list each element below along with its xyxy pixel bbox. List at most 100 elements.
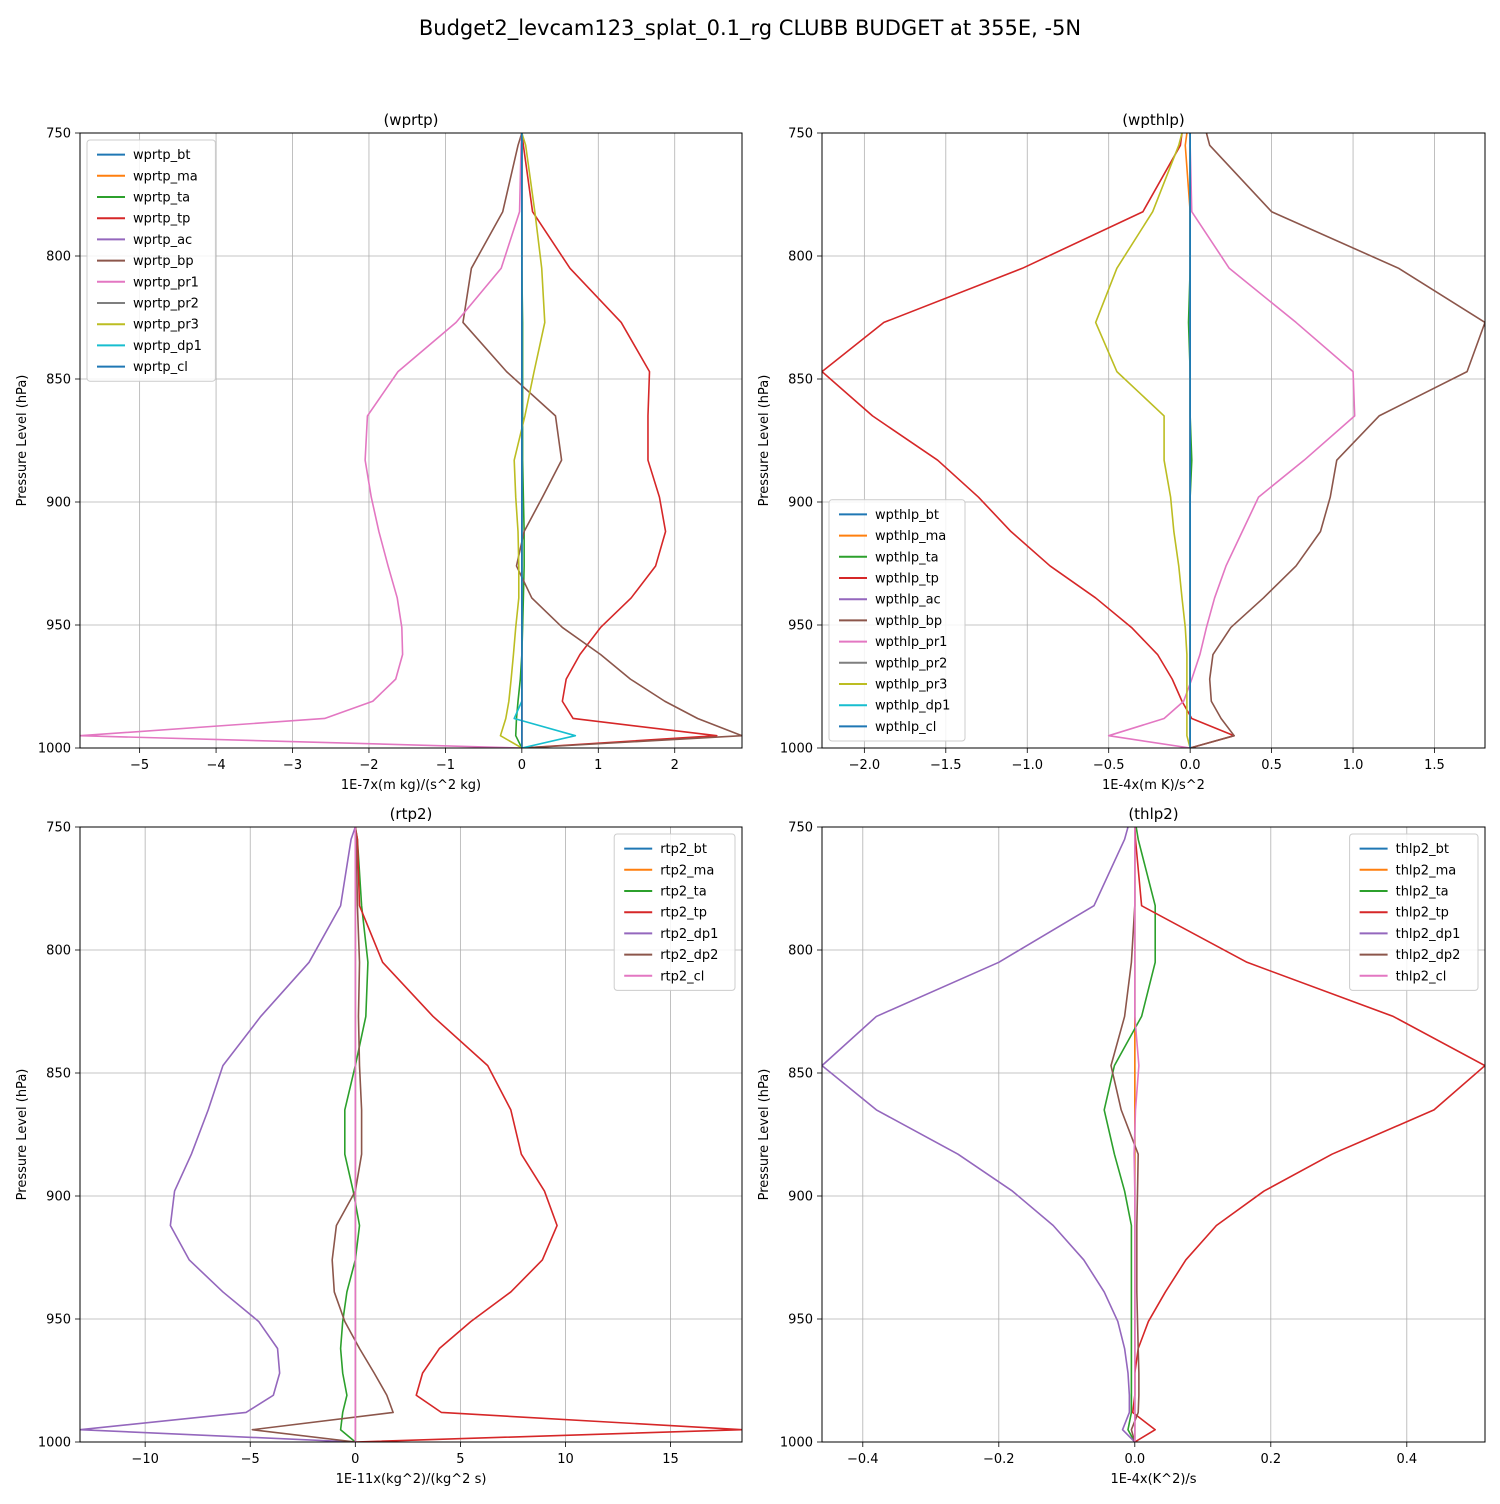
series-line-wpthlp_tp (822, 133, 1235, 748)
x-tick-label: 0.4 (1396, 1452, 1417, 1467)
legend-label: wpthlp_tp (875, 572, 939, 587)
axes-frame (79, 132, 743, 749)
subplot-wpthlp: −2.0 −1.5 −1.0 −0.5 0.0 0.5 1.0 1.5 750 800 850 900… (757, 111, 1486, 793)
legend-label: wpthlp_ta (875, 550, 939, 565)
legend-label: wpthlp_ac (875, 593, 941, 608)
x-tick-label: 15 (662, 1452, 679, 1467)
legend-label: wprtp_dp1 (133, 339, 202, 354)
x-tick-label: 1.0 (1343, 758, 1364, 773)
series-line-wprtp_tp (521, 133, 718, 748)
series-group (822, 827, 1485, 1442)
legend: wpthlp_bt wpthlp_ma wpthlp_ta wpthlp_tpwpth… (828, 499, 966, 742)
x-tick-label: −1 (436, 758, 455, 773)
y-tick-label: 800 (46, 944, 71, 959)
legend: wprtp_bt wprtp_ma wprtp_ta wprtp_tp wprtp_ac… (86, 139, 216, 382)
x-axis-label: 1E-7x(m kg)/(s^2 kg) (341, 778, 481, 793)
series-line-wprtp_pr3 (499, 133, 546, 748)
y-tick-label: 850 (46, 373, 71, 388)
x-tick-label: 1 (594, 758, 602, 773)
subplot-title: (thlp2) (1128, 805, 1178, 823)
y-axis-label: Pressure Level (hPa) (757, 1069, 772, 1201)
x-tick-label: −1.0 (1011, 758, 1043, 773)
x-tick-label: −5 (241, 1452, 260, 1467)
legend-label: wpthlp_cl (875, 720, 936, 735)
y-tick-label: 900 (788, 496, 813, 511)
series-line-wpthlp_bp (1189, 133, 1485, 748)
legend-label: rtp2_cl (660, 969, 704, 984)
series-line-wpthlp_pr3 (1094, 133, 1191, 748)
y-tick-label: 1000 (38, 1436, 71, 1451)
y-tick-label: 900 (46, 496, 71, 511)
y-tick-label: 900 (788, 1190, 813, 1205)
axes-frame (79, 826, 743, 1443)
legend-label: wprtp_ac (133, 233, 192, 248)
y-tick-label: 950 (788, 1313, 813, 1328)
legend-label: rtp2_dp2 (660, 948, 718, 963)
legend-label: wpthlp_ma (875, 529, 946, 544)
legend-box (1349, 833, 1479, 991)
legend-label: wprtp_ma (133, 169, 198, 184)
series-line-thlp2_dp2 (1110, 827, 1140, 1442)
series-line-rtp2_dp1 (80, 827, 357, 1442)
y-tick-label: 800 (788, 250, 813, 265)
x-tick-label: 0.2 (1260, 1452, 1281, 1467)
x-tick-label: −2.0 (849, 758, 881, 773)
subplot-title: (rtp2) (390, 805, 433, 823)
x-axis-label: 1E-4x(m K)/s^2 (1102, 778, 1205, 793)
legend-label: wprtp_pr3 (133, 318, 199, 333)
y-tick-label: 750 (788, 821, 813, 836)
legend-box (613, 833, 736, 991)
x-axis-label: 1E-4x(K^2)/s (1110, 1472, 1196, 1487)
legend-label: rtp2_dp1 (660, 927, 718, 942)
legend-label: wpthlp_bt (875, 508, 939, 523)
y-tick-label: 1000 (780, 742, 813, 757)
y-tick-label: 1000 (780, 1436, 813, 1451)
x-tick-label: 1.5 (1424, 758, 1445, 773)
x-tick-label: 0.5 (1261, 758, 1282, 773)
series-line-thlp2_dp1 (822, 827, 1136, 1442)
x-tick-label: 0 (518, 758, 526, 773)
y-tick-label: 850 (788, 373, 813, 388)
legend-label: rtp2_ta (660, 885, 707, 900)
legend-label: wpthlp_pr3 (875, 678, 947, 693)
x-tick-label: −10 (131, 1452, 158, 1467)
figure-title: Budget2_levcam123_splat_0.1_rg CLUBB BUD… (418, 16, 1082, 40)
legend-label: wpthlp_pr2 (875, 656, 947, 671)
y-axis-label: Pressure Level (hPa) (757, 375, 772, 507)
series-line-wprtp_pr1 (80, 133, 523, 748)
legend-label: thlp2_dp1 (1396, 927, 1461, 942)
legend-label: wpthlp_dp1 (875, 699, 950, 714)
subplot-title: (wprtp) (383, 111, 438, 129)
y-tick-label: 800 (788, 944, 813, 959)
y-tick-label: 850 (788, 1067, 813, 1082)
x-tick-label: −3 (283, 758, 302, 773)
legend-label: thlp2_ma (1396, 863, 1457, 878)
subplot-thlp2: −0.4 −0.2 0.0 0.2 0.4 750 800 850 900 950 1000 (thl… (757, 805, 1486, 1487)
legend-label: thlp2_ta (1396, 885, 1449, 900)
x-tick-label: −0.4 (847, 1452, 879, 1467)
x-tick-label: −0.5 (1093, 758, 1125, 773)
x-tick-label: 2 (671, 758, 679, 773)
axes-frame (821, 826, 1486, 1443)
legend-label: wprtp_bp (133, 254, 194, 269)
legend-label: wpthlp_pr1 (875, 635, 947, 650)
legend-label: wprtp_ta (133, 191, 190, 206)
legend-label: wprtp_tp (133, 212, 190, 227)
x-axis-label: 1E-11x(kg^2)/(kg^2 s) (336, 1472, 487, 1487)
series-line-thlp2_cl (1133, 827, 1140, 1442)
axes-frame (821, 132, 1486, 749)
series-line-rtp2_tp (354, 827, 742, 1442)
y-tick-label: 750 (46, 127, 71, 142)
subplot-rtp2: −10 −5 0 5 10 15 750 800 850 900 950 1000 (rtp2) 1E-1… (15, 805, 743, 1487)
series-line-rtp2_dp2 (251, 827, 394, 1442)
series-group (80, 827, 742, 1442)
series-line-wpthlp_pr1 (1107, 133, 1356, 748)
x-tick-label: 0.0 (1124, 1452, 1145, 1467)
legend-label: rtp2_bt (660, 842, 707, 857)
series-group (80, 133, 742, 748)
x-tick-label: −4 (206, 758, 225, 773)
y-tick-label: 750 (46, 821, 71, 836)
legend-label: wprtp_bt (133, 148, 190, 163)
